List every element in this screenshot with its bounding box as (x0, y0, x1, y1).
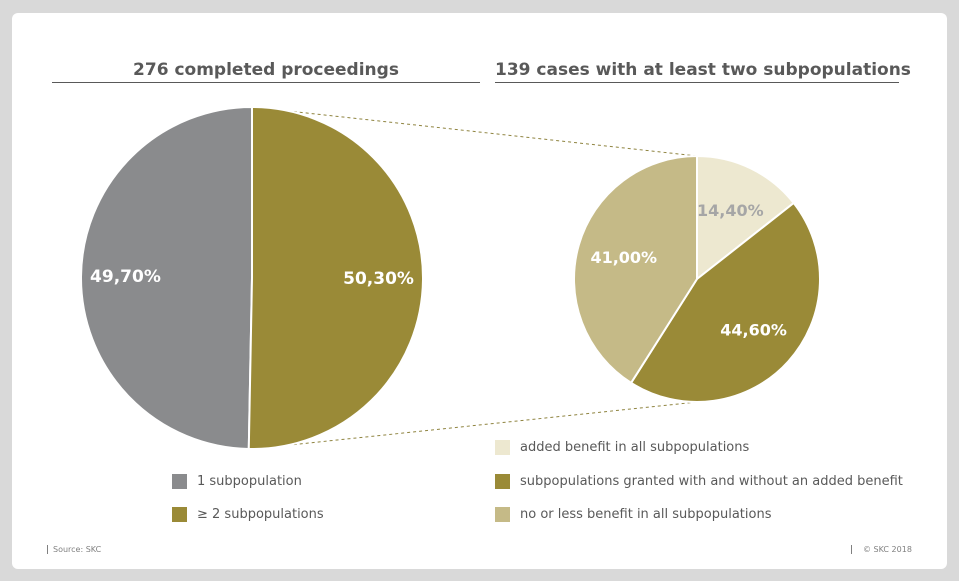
legend-swatch (172, 506, 187, 522)
left-pie-slice-0 (79, 105, 253, 450)
right-pie-data-label-2: 41,00% (590, 248, 657, 267)
footer-divider (851, 545, 852, 554)
right-pie-slice-0 (696, 154, 796, 282)
copyright-text: © SKC 2018 (863, 545, 912, 554)
source-text: Source: SKC (53, 545, 102, 554)
footer-divider (47, 545, 48, 554)
left-pie-data-label-0: 49,70% (90, 267, 161, 287)
right-pie-data-label-1: 44,60% (720, 321, 787, 340)
legend-swatch (495, 506, 510, 522)
legend-item-mixed-benefit: subpopulations granted with and without … (495, 472, 903, 490)
right-chart-title: 139 cases with at least two subpopulatio… (495, 58, 911, 83)
right-pie-data-label-0: 14,40% (697, 201, 764, 220)
left-chart-title: 276 completed proceedings (52, 58, 480, 83)
legend-item-added-benefit: added benefit in all subpopulations (495, 438, 749, 456)
legend-item-1-subpopulation: 1 subpopulation (172, 472, 302, 490)
left-pie-data-label-1: 50,30% (343, 269, 414, 289)
source-note: Source: SKC (47, 545, 101, 554)
legend-item-2-subpopulations: ≥ 2 subpopulations (172, 505, 324, 523)
right-pie-slice-1 (629, 201, 822, 403)
legend-swatch (495, 473, 510, 489)
left-pie-slice-1 (247, 105, 424, 450)
copyright-note: © SKC 2018 (851, 545, 912, 554)
right-pie-slice-2 (573, 154, 698, 385)
legend-label: no or less benefit in all subpopulations (520, 506, 772, 522)
legend-label: 1 subpopulation (197, 473, 302, 489)
legend-label: subpopulations granted with and without … (520, 473, 903, 489)
legend-label: added benefit in all subpopulations (520, 439, 750, 455)
legend-item-no-benefit: no or less benefit in all subpopulations (495, 505, 771, 523)
connector-line-1 (251, 401, 698, 450)
legend-swatch (172, 473, 187, 489)
connector-line-0 (251, 106, 698, 157)
legend-label: ≥ 2 subpopulations (197, 506, 324, 522)
legend-swatch (495, 439, 510, 455)
